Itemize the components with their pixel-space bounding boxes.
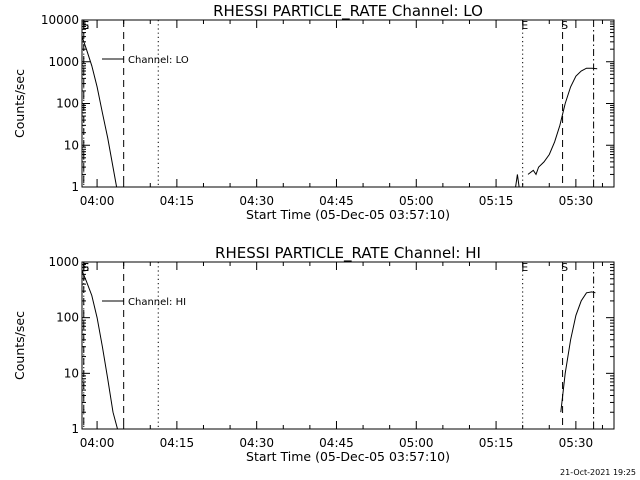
panel-hi: RHESSI PARTICLE_RATE Channel: HI 04:00 04:… bbox=[12, 244, 615, 464]
x-tick-label: 04:00 bbox=[80, 194, 115, 208]
x-tick-label: 04:15 bbox=[160, 436, 195, 450]
x-tick-label: 05:00 bbox=[399, 194, 434, 208]
footer-timestamp: 21-Oct-2021 19:25 bbox=[560, 468, 636, 477]
vline-label: E bbox=[521, 261, 528, 274]
vline-label: E bbox=[82, 261, 89, 274]
series-line bbox=[82, 270, 118, 429]
y-tick-label: 100 bbox=[56, 311, 79, 325]
vline-label: S bbox=[82, 19, 89, 32]
y-tick-label: 1 bbox=[71, 180, 79, 194]
x-tick-label: 05:15 bbox=[479, 436, 514, 450]
legend-label: Channel: LO bbox=[128, 55, 189, 66]
chart-title: RHESSI PARTICLE_RATE Channel: HI bbox=[215, 244, 481, 263]
series-line bbox=[82, 36, 118, 187]
x-axis-label: Start Time (05-Dec-05 03:57:10) bbox=[246, 449, 450, 464]
vline-label: S bbox=[561, 261, 568, 274]
x-tick-label: 04:30 bbox=[239, 194, 274, 208]
x-axis-label: Start Time (05-Dec-05 03:57:10) bbox=[246, 207, 450, 222]
y-tick-label: 1000 bbox=[48, 55, 79, 69]
vline-label: S bbox=[82, 261, 89, 274]
y-tick-label: 1000 bbox=[48, 255, 79, 269]
x-tick-label: 04:00 bbox=[80, 436, 115, 450]
panel-lo: RHESSI PARTICLE_RATE Channel: LO 04:00 04:… bbox=[12, 2, 615, 222]
y-axis-label: Counts/sec bbox=[12, 311, 27, 380]
y-tick-label: 100 bbox=[56, 97, 79, 111]
x-tick-label: 05:30 bbox=[559, 436, 594, 450]
x-tick-label: 05:00 bbox=[399, 436, 434, 450]
vline-label: E bbox=[82, 19, 89, 32]
y-tick-label: 1 bbox=[71, 422, 79, 436]
y-tick-label: 10 bbox=[64, 138, 79, 152]
y-axis-label: Counts/sec bbox=[12, 69, 27, 138]
plot-frame bbox=[81, 261, 615, 430]
series-line bbox=[560, 291, 596, 413]
y-tick-label: 10 bbox=[64, 366, 79, 380]
x-tick-label: 04:30 bbox=[239, 436, 274, 450]
series-line bbox=[515, 174, 520, 187]
x-tick-label: 04:15 bbox=[160, 194, 195, 208]
vline-label: S bbox=[561, 19, 568, 32]
chart-title: RHESSI PARTICLE_RATE Channel: LO bbox=[213, 2, 483, 21]
vline-label: E bbox=[521, 19, 528, 32]
plot-frame bbox=[81, 19, 615, 188]
y-tick-label: 10000 bbox=[41, 13, 79, 27]
x-tick-label: 04:45 bbox=[319, 436, 354, 450]
x-tick-label: 04:45 bbox=[319, 194, 354, 208]
legend-label: Channel: HI bbox=[128, 297, 186, 308]
x-tick-label: 05:30 bbox=[559, 194, 594, 208]
series-line bbox=[527, 67, 598, 176]
x-tick-label: 05:15 bbox=[479, 194, 514, 208]
